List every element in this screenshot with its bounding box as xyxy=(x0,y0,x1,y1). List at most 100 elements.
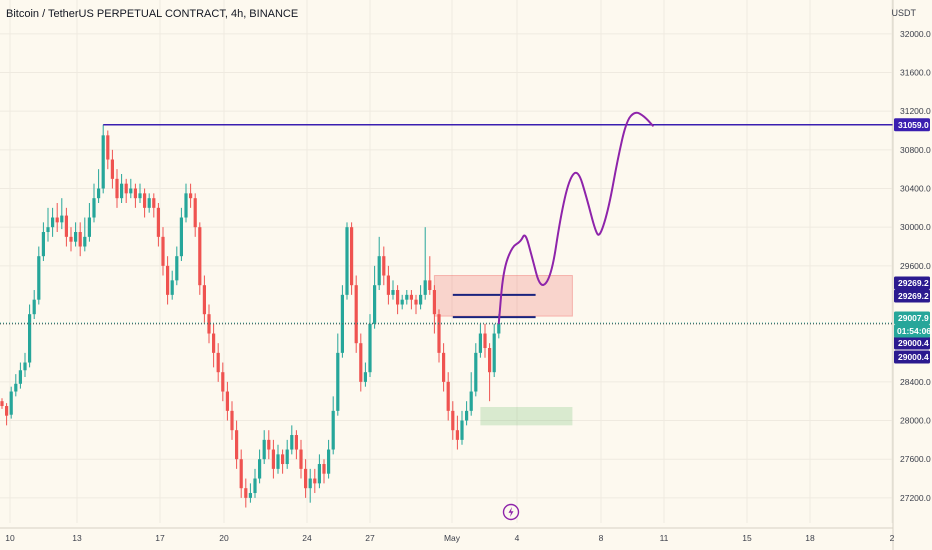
candle xyxy=(166,256,170,305)
candle xyxy=(455,415,459,450)
candle-body xyxy=(331,410,335,450)
candle-body xyxy=(0,401,4,407)
flash-icon-bolt xyxy=(508,507,514,517)
candle-body xyxy=(106,135,110,160)
candle-body xyxy=(262,439,266,460)
candle-body xyxy=(55,217,59,223)
candle-body xyxy=(276,454,280,469)
candle-body xyxy=(354,285,358,344)
candle xyxy=(258,449,262,484)
x-tick-label: 2 xyxy=(890,533,895,543)
candle-body xyxy=(313,478,317,484)
candle-body xyxy=(156,207,160,237)
candle-body xyxy=(198,227,202,286)
candle-body xyxy=(175,256,179,281)
candle-body xyxy=(212,333,216,353)
candle-body xyxy=(386,275,390,295)
candle xyxy=(414,294,418,315)
price-badge: 29000.4 xyxy=(894,350,930,364)
candle xyxy=(478,323,482,358)
candle xyxy=(294,430,298,460)
price-badge-bg xyxy=(894,336,930,350)
candle-body xyxy=(409,294,413,300)
candle-body xyxy=(69,236,73,242)
candle-body xyxy=(60,215,64,223)
candle xyxy=(225,381,229,421)
candle xyxy=(322,459,326,484)
demand-zone xyxy=(480,406,573,426)
candle-body xyxy=(455,430,459,440)
candle xyxy=(170,270,174,300)
candle xyxy=(41,222,45,262)
candle-body xyxy=(5,406,9,416)
candle-body xyxy=(41,232,45,257)
candle-body xyxy=(483,333,487,349)
x-tick-label: 18 xyxy=(805,533,815,543)
candle-body xyxy=(115,178,119,199)
candle-body xyxy=(281,454,285,465)
candle-body xyxy=(18,370,22,384)
candle xyxy=(106,130,110,170)
candle xyxy=(189,183,193,208)
candle xyxy=(156,203,160,247)
x-tick-label: 10 xyxy=(5,533,15,543)
candle xyxy=(138,183,142,204)
candle xyxy=(437,309,441,363)
candle-body xyxy=(78,232,82,247)
candle xyxy=(432,285,436,334)
candle-body xyxy=(322,464,326,474)
candle-body xyxy=(267,439,271,450)
candle xyxy=(74,222,78,247)
candle xyxy=(28,304,32,368)
candle xyxy=(253,468,257,498)
candle-body xyxy=(133,188,137,199)
candle xyxy=(202,275,206,324)
candle xyxy=(327,439,331,479)
candle xyxy=(248,483,252,503)
flash-icon[interactable] xyxy=(502,503,520,521)
candle xyxy=(492,323,496,378)
candle-body xyxy=(37,256,41,300)
candle xyxy=(483,323,487,358)
candle-body xyxy=(469,391,473,411)
candle xyxy=(101,124,105,194)
candle xyxy=(368,314,372,378)
candle-body xyxy=(419,294,423,305)
candle-body xyxy=(97,188,101,199)
candle-body xyxy=(405,294,409,300)
candle-body xyxy=(101,135,105,189)
countdown-label: 01:54:06 xyxy=(897,326,931,336)
candle-body xyxy=(271,449,275,469)
candle xyxy=(460,410,464,445)
price-axis: 27200.0 27600.0 28000.0 28400.0 29600.0 30000… xyxy=(892,0,931,550)
candle-body xyxy=(497,323,501,334)
candle-body xyxy=(363,372,367,382)
candle xyxy=(32,290,36,320)
candle-body xyxy=(423,280,427,295)
candle xyxy=(230,401,234,440)
price-badge-bg xyxy=(894,350,930,364)
y-tick-label: 32000.0 xyxy=(900,29,931,39)
candle xyxy=(396,285,400,315)
candle xyxy=(46,207,50,242)
candle-body xyxy=(308,478,312,489)
candle-body xyxy=(451,410,455,431)
candle xyxy=(221,362,225,402)
candle-body xyxy=(179,217,183,257)
candle xyxy=(87,203,91,242)
axis-unit-label: USDT xyxy=(891,8,917,18)
candle xyxy=(350,222,354,295)
candle xyxy=(359,333,363,392)
candle xyxy=(474,343,478,397)
candle xyxy=(5,403,9,426)
candle xyxy=(304,459,308,498)
candle-body xyxy=(14,383,18,392)
candle xyxy=(451,401,455,440)
candle-body xyxy=(23,362,27,371)
candle xyxy=(69,227,73,252)
price-badge-label: 31059.0 xyxy=(898,120,929,130)
candle-body xyxy=(373,285,377,324)
price-badge: 29000.4 xyxy=(894,336,930,350)
candle-body xyxy=(414,299,418,305)
